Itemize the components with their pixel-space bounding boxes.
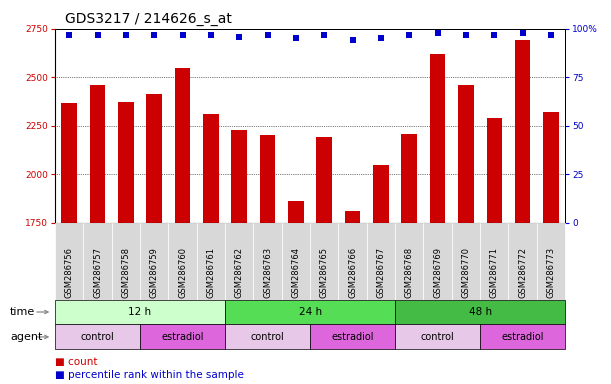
Text: GSM286763: GSM286763 xyxy=(263,247,272,298)
Point xyxy=(263,31,273,38)
Text: GSM286771: GSM286771 xyxy=(490,247,499,298)
Text: GSM286757: GSM286757 xyxy=(93,247,102,298)
Text: GSM286772: GSM286772 xyxy=(518,247,527,298)
Bar xyxy=(401,134,417,223)
Point xyxy=(64,31,74,38)
Text: GSM286758: GSM286758 xyxy=(122,247,130,298)
Bar xyxy=(515,40,530,223)
Point xyxy=(546,31,556,38)
Text: GSM286766: GSM286766 xyxy=(348,247,357,298)
Text: GSM286765: GSM286765 xyxy=(320,247,329,298)
Bar xyxy=(232,130,247,223)
Bar xyxy=(373,164,389,223)
Bar xyxy=(543,112,559,223)
Text: GSM286769: GSM286769 xyxy=(433,247,442,298)
Text: time: time xyxy=(10,307,35,317)
Text: 48 h: 48 h xyxy=(469,307,492,317)
Bar xyxy=(486,118,502,223)
Text: estradiol: estradiol xyxy=(502,332,544,342)
Point xyxy=(376,35,386,41)
Text: GDS3217 / 214626_s_at: GDS3217 / 214626_s_at xyxy=(65,12,232,26)
Text: GSM286764: GSM286764 xyxy=(291,247,301,298)
Text: estradiol: estradiol xyxy=(161,332,204,342)
Text: ■ count: ■ count xyxy=(55,356,98,367)
Bar xyxy=(345,211,360,223)
Text: GSM286773: GSM286773 xyxy=(546,247,555,298)
Bar xyxy=(175,68,191,223)
Point xyxy=(433,30,442,36)
Point xyxy=(149,31,159,38)
Text: estradiol: estradiol xyxy=(331,332,374,342)
Text: GSM286761: GSM286761 xyxy=(207,247,216,298)
Text: 12 h: 12 h xyxy=(128,307,152,317)
Point xyxy=(206,31,216,38)
Text: GSM286770: GSM286770 xyxy=(461,247,470,298)
Bar xyxy=(90,85,105,223)
Point xyxy=(404,31,414,38)
Bar xyxy=(203,114,219,223)
Text: GSM286762: GSM286762 xyxy=(235,247,244,298)
Bar xyxy=(61,103,77,223)
Text: control: control xyxy=(251,332,285,342)
Text: GSM286756: GSM286756 xyxy=(65,247,74,298)
Point xyxy=(461,31,471,38)
Bar xyxy=(260,136,276,223)
Point xyxy=(320,31,329,38)
Point xyxy=(235,33,244,40)
Point xyxy=(489,31,499,38)
Text: GSM286768: GSM286768 xyxy=(404,247,414,298)
Point xyxy=(348,37,357,43)
Bar xyxy=(288,201,304,223)
Point xyxy=(518,30,527,36)
Text: ■ percentile rank within the sample: ■ percentile rank within the sample xyxy=(55,370,244,381)
Text: GSM286767: GSM286767 xyxy=(376,247,386,298)
Text: agent: agent xyxy=(10,332,42,342)
Bar xyxy=(430,54,445,223)
Point xyxy=(93,31,103,38)
Bar xyxy=(316,137,332,223)
Bar xyxy=(147,94,162,223)
Point xyxy=(291,35,301,41)
Text: GSM286759: GSM286759 xyxy=(150,247,159,298)
Text: control: control xyxy=(81,332,114,342)
Point xyxy=(178,31,188,38)
Bar xyxy=(458,85,474,223)
Text: control: control xyxy=(421,332,455,342)
Text: GSM286760: GSM286760 xyxy=(178,247,187,298)
Point xyxy=(121,31,131,38)
Text: 24 h: 24 h xyxy=(299,307,321,317)
Bar xyxy=(118,103,134,223)
